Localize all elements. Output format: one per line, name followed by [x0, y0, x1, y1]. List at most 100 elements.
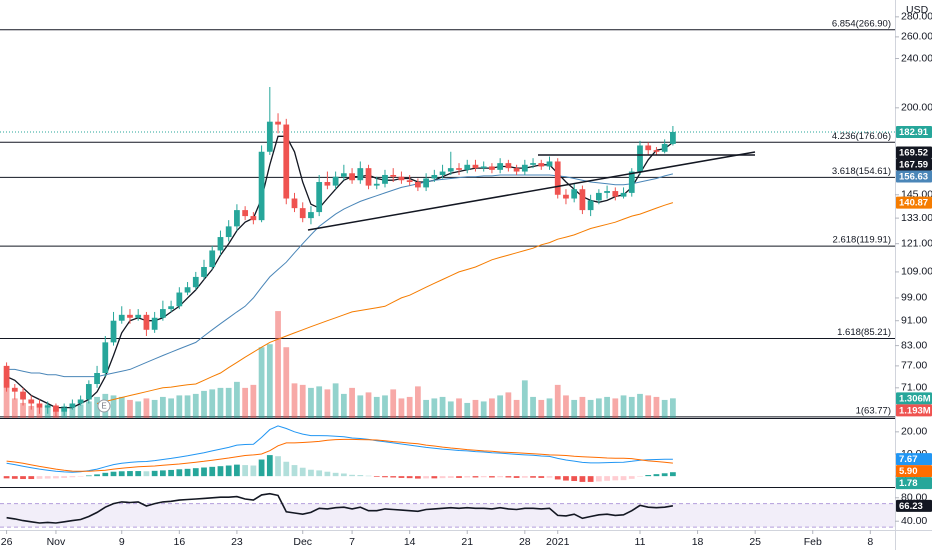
price-tag-bg: [896, 170, 932, 183]
volume-bar: [653, 396, 660, 418]
candle-body: [118, 314, 125, 321]
candle-body: [11, 387, 18, 392]
volume-bar: [3, 387, 10, 418]
candle-body: [571, 189, 578, 199]
macd-histogram-bar: [217, 466, 224, 477]
x-tick-label: 25: [749, 536, 761, 548]
candle-body: [390, 174, 397, 177]
macd-histogram-bar: [670, 472, 676, 477]
candle-body: [431, 174, 438, 179]
candle-body: [85, 384, 92, 400]
macd-histogram-bar: [653, 474, 660, 477]
macd-histogram-bar: [234, 464, 240, 477]
macd-histogram-bar: [357, 475, 364, 477]
under-layer: 6.854(266.90) 4.236(176.06) 3.618(154.61) 2…: [0, 18, 895, 528]
candle-body: [456, 168, 462, 170]
y-tick-label: 77.00: [901, 360, 927, 372]
volume-bar: [521, 380, 528, 418]
candle-body: [308, 212, 314, 219]
volume-bar: [184, 395, 191, 418]
volume-bar: [464, 402, 471, 418]
volume-bar: [645, 395, 652, 418]
candle-body: [225, 226, 232, 238]
volume-bar: [489, 398, 495, 418]
x-tick-label: 7: [349, 536, 355, 548]
x-tick-label: 16: [173, 536, 185, 548]
macd-histogram-bar: [316, 470, 323, 477]
macd-histogram-bar: [579, 476, 586, 482]
macd-histogram-bar: [94, 474, 100, 477]
price-tag: 5.90: [899, 466, 918, 477]
candle-body: [505, 163, 512, 169]
volume-bar: [201, 390, 207, 418]
macd-histogram-bar: [201, 467, 207, 477]
macd-histogram-bar: [604, 476, 610, 481]
volume-bar: [571, 399, 578, 418]
candle-body: [587, 200, 594, 211]
macd-histogram-bar: [324, 471, 331, 477]
rsi-y-tick-label: 40.00: [901, 515, 927, 527]
volume-bar: [472, 399, 479, 418]
candle-body: [275, 121, 281, 125]
price-tag: 1.193M: [899, 405, 931, 416]
macd-histogram-bar: [480, 476, 487, 478]
macd-histogram-bar: [61, 476, 68, 478]
candle-body: [538, 163, 545, 167]
macd-histogram-bar: [250, 465, 257, 477]
volume-bar: [349, 387, 355, 418]
candle-body: [472, 164, 479, 169]
macd-histogram-bar: [258, 459, 265, 477]
macd-histogram-bar: [102, 472, 109, 477]
candle-body: [201, 267, 207, 277]
volume-bar: [332, 383, 339, 418]
volume-bar: [415, 386, 421, 418]
currency-label: USD: [906, 4, 929, 16]
y-tick-label: 99.00: [901, 292, 927, 304]
macd-histogram-bar: [135, 471, 142, 477]
candle-body: [521, 164, 528, 172]
volume-bar: [77, 404, 84, 418]
volume-bar: [546, 398, 553, 418]
candle-body: [653, 150, 660, 152]
candle-body: [406, 180, 413, 183]
macd-histogram-bar: [612, 476, 619, 481]
candle-body: [604, 191, 610, 193]
price-tag: 156.63: [899, 172, 928, 183]
macd-histogram-bar: [431, 476, 438, 479]
candle-body: [546, 161, 553, 167]
volume-bar: [563, 395, 569, 418]
x-tick-label: 18: [692, 536, 704, 548]
macd-y-tick-label: 20.00: [901, 426, 927, 438]
x-tick-label: 21: [461, 536, 473, 548]
candle-body: [168, 306, 174, 310]
x-tick-label: Nov: [47, 536, 66, 548]
volume-bar: [168, 398, 174, 418]
volume-bar: [505, 392, 512, 418]
earnings-icon[interactable]: [97, 399, 111, 413]
macd-histogram-bar: [299, 467, 306, 477]
volume-bar: [258, 347, 265, 418]
candle-body: [234, 210, 240, 227]
candle-body: [61, 407, 68, 412]
price-tag-bg: [896, 146, 932, 159]
candle-body: [69, 403, 76, 408]
macd-histogram-bar: [44, 476, 51, 479]
volume-bar: [554, 384, 561, 418]
x-tick-label: 26: [1, 536, 13, 548]
candle-body: [291, 198, 298, 209]
rsi-line: [6, 492, 674, 524]
y-tick-label: 240.00: [901, 52, 932, 64]
macd-histogram-bar: [340, 473, 347, 477]
y-tick-label: 83.00: [901, 339, 927, 351]
macd-histogram-bar: [382, 476, 388, 478]
volume-bar: [192, 393, 199, 418]
earnings-label[interactable]: E: [101, 402, 106, 411]
macd-histogram-bar: [571, 476, 578, 482]
macd-histogram-bar: [308, 469, 314, 477]
macd-histogram-bar: [365, 475, 372, 477]
price-tag-bg: [896, 477, 932, 490]
volume-bar: [538, 399, 545, 418]
macd-histogram-bar: [472, 476, 479, 478]
macd-histogram-bar: [85, 475, 92, 477]
volume-bar: [439, 396, 446, 418]
